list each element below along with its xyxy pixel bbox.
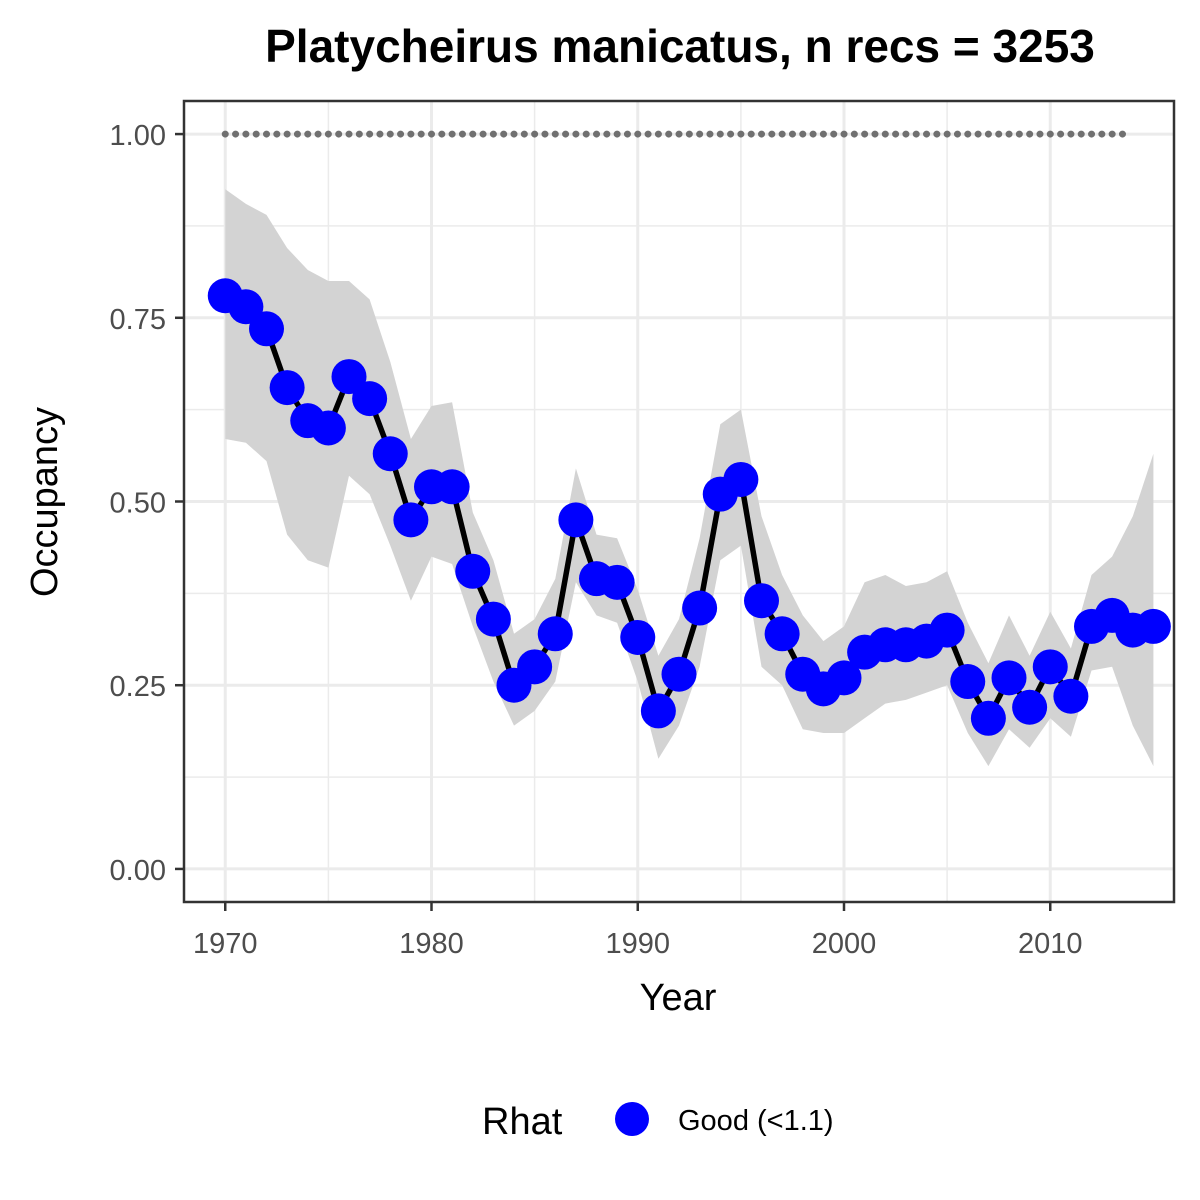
data-point: [269, 370, 305, 406]
x-axis-title: Year: [640, 977, 717, 1019]
y-tick-label: 0.75: [110, 304, 166, 336]
legend-label: Good (<1.1): [678, 1105, 834, 1137]
legend-key-point: [615, 1102, 649, 1136]
legend-title: Rhat: [482, 1101, 563, 1143]
data-point: [620, 619, 656, 655]
trend-line-layer: [223, 293, 1154, 722]
credible-interval-ribbon-layer: [225, 189, 1154, 767]
data-point: [950, 664, 986, 700]
data-point: [929, 612, 965, 648]
legend: Rhat Good (<1.1): [482, 1101, 834, 1143]
x-tick-label: 2010: [1018, 928, 1083, 960]
data-point: [640, 693, 676, 729]
y-axis-title: Occupancy: [24, 407, 66, 597]
y-tick-label: 0.00: [110, 855, 166, 887]
data-point: [1032, 649, 1068, 685]
data-point: [991, 660, 1027, 696]
y-tick-label: 1.00: [110, 120, 166, 152]
data-point: [682, 590, 718, 626]
data-point: [1053, 678, 1089, 714]
credible-interval-ribbon: [225, 189, 1154, 767]
data-point: [310, 410, 346, 446]
x-tick-label: 1980: [399, 928, 464, 960]
data-point: [434, 469, 470, 505]
data-point: [764, 616, 800, 652]
data-points-layer: [207, 278, 1171, 736]
data-point: [558, 502, 594, 538]
x-tick-label: 2000: [812, 928, 877, 960]
x-axis: 1970 1980 1990 2000 2010: [193, 902, 1083, 960]
data-point: [537, 616, 573, 652]
data-point: [661, 656, 697, 692]
x-tick-label: 1990: [605, 928, 670, 960]
y-axis: 0.00 0.25 0.50 0.75 1.00: [110, 120, 184, 887]
y-tick-label: 0.25: [110, 671, 166, 703]
data-point: [517, 649, 553, 685]
data-point: [331, 359, 367, 395]
trend-line: [223, 293, 1154, 722]
data-point: [599, 564, 635, 600]
data-point: [744, 583, 779, 619]
data-point: [970, 700, 1006, 736]
chart-title: Platycheirus manicatus, n recs = 3253: [265, 20, 1095, 72]
data-point: [352, 381, 388, 417]
data-point: [249, 311, 284, 347]
data-point: [228, 289, 264, 325]
data-point: [1012, 689, 1048, 725]
data-point: [475, 601, 511, 637]
data-point: [455, 553, 491, 589]
data-point: [826, 660, 862, 696]
data-point: [393, 502, 429, 538]
data-point: [1135, 608, 1171, 644]
data-point: [372, 436, 408, 472]
x-tick-label: 1970: [193, 928, 258, 960]
y-tick-label: 0.50: [110, 488, 166, 520]
data-point: [723, 461, 759, 497]
